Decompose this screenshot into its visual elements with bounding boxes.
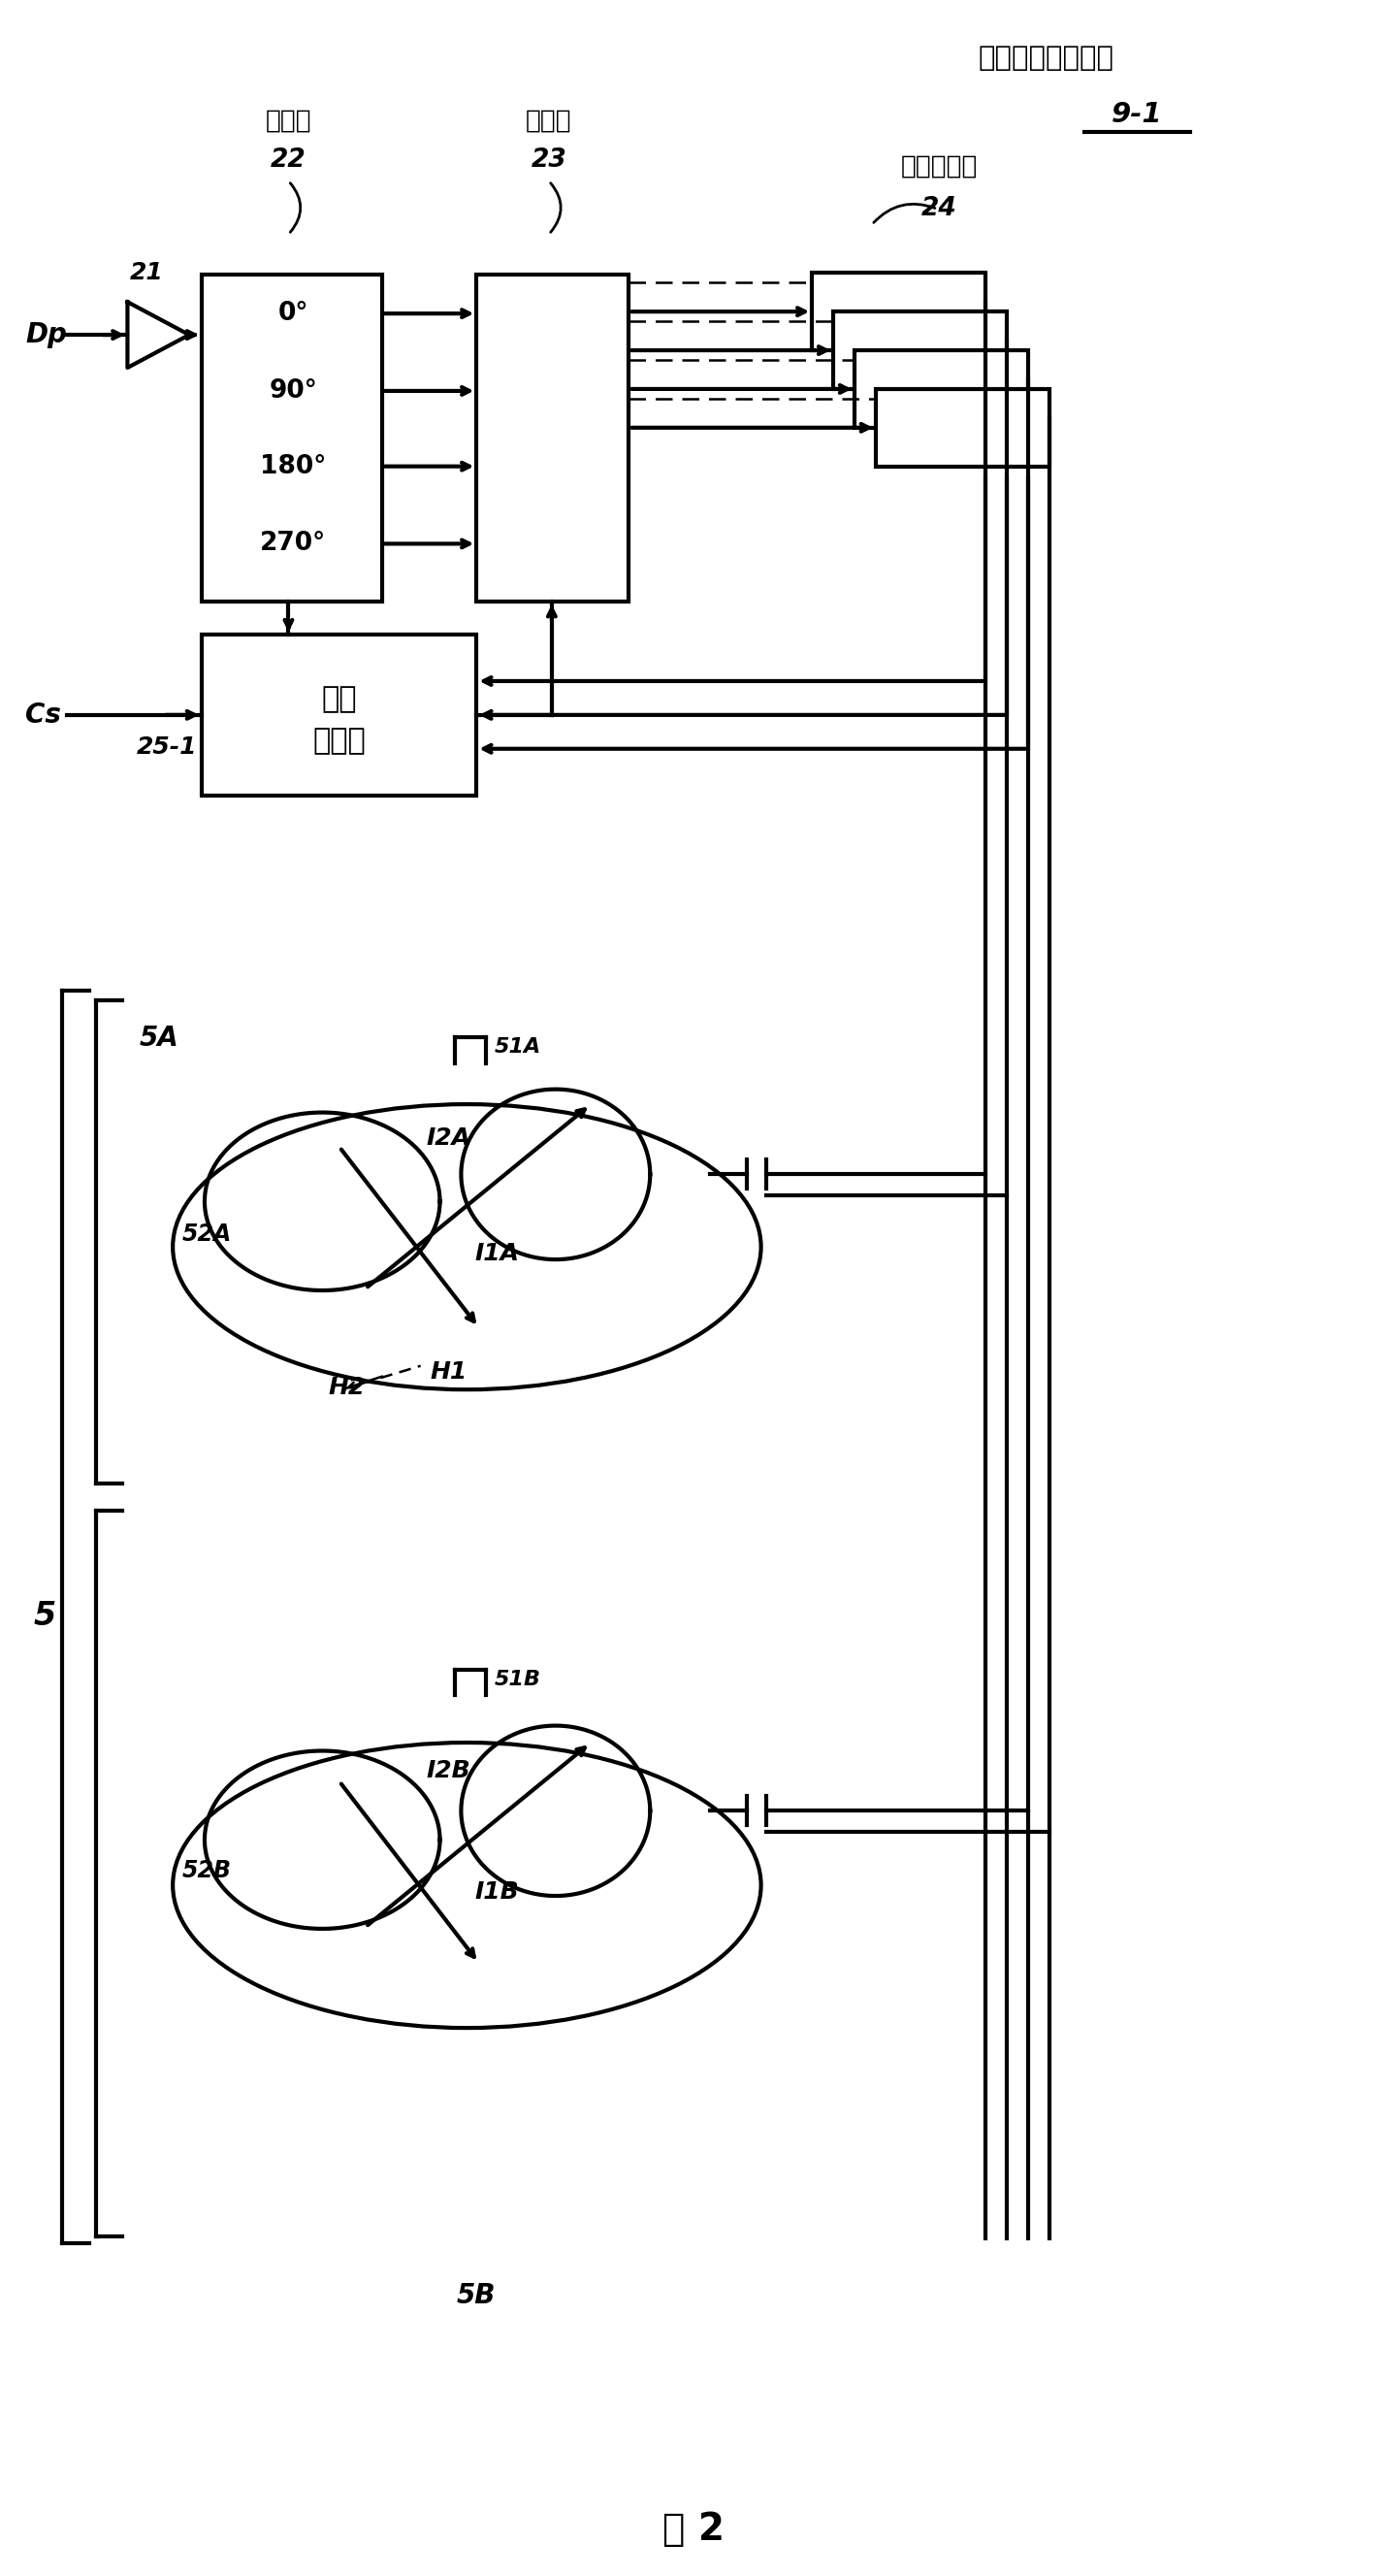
Text: 5A: 5A bbox=[139, 1025, 179, 1051]
Text: I1A: I1A bbox=[474, 1242, 519, 1265]
Bar bbox=[875, 389, 1050, 466]
Text: 25-1: 25-1 bbox=[136, 734, 197, 757]
Text: 23: 23 bbox=[531, 147, 567, 173]
Bar bbox=[201, 276, 381, 603]
Bar bbox=[854, 350, 1028, 428]
Bar bbox=[477, 276, 628, 603]
Bar bbox=[201, 634, 477, 796]
Text: 比较
控制器: 比较 控制器 bbox=[312, 685, 366, 755]
Text: 9-1: 9-1 bbox=[1111, 100, 1162, 129]
Text: 图 2: 图 2 bbox=[663, 2512, 724, 2548]
Text: 5: 5 bbox=[33, 1600, 55, 1633]
Text: Dp: Dp bbox=[25, 322, 67, 348]
Text: 方向耦合器: 方向耦合器 bbox=[902, 155, 978, 180]
Text: 90°: 90° bbox=[269, 379, 318, 404]
Text: 发射线圈驱动电路: 发射线圈驱动电路 bbox=[978, 44, 1114, 72]
Bar bbox=[834, 312, 1007, 389]
Text: I1B: I1B bbox=[474, 1880, 519, 1904]
Text: 52B: 52B bbox=[183, 1860, 232, 1883]
Text: H1: H1 bbox=[430, 1360, 467, 1383]
Text: 0°: 0° bbox=[277, 301, 308, 327]
Text: 衰减器: 衰减器 bbox=[526, 108, 571, 134]
Text: 21: 21 bbox=[130, 260, 164, 283]
Text: I2B: I2B bbox=[426, 1759, 470, 1783]
Text: 分割器: 分割器 bbox=[265, 108, 312, 134]
Polygon shape bbox=[128, 301, 189, 368]
Text: 270°: 270° bbox=[261, 531, 326, 556]
Bar bbox=[813, 273, 986, 350]
Text: 52A: 52A bbox=[183, 1224, 232, 1247]
Text: Cs: Cs bbox=[25, 701, 61, 729]
Text: 5B: 5B bbox=[456, 2282, 497, 2308]
Text: I2A: I2A bbox=[426, 1126, 472, 1149]
Text: 180°: 180° bbox=[261, 453, 326, 479]
Text: H2: H2 bbox=[329, 1376, 366, 1399]
Text: 51B: 51B bbox=[494, 1669, 541, 1690]
Text: 24: 24 bbox=[921, 196, 957, 222]
Text: 22: 22 bbox=[270, 147, 307, 173]
Text: 51A: 51A bbox=[494, 1038, 541, 1056]
